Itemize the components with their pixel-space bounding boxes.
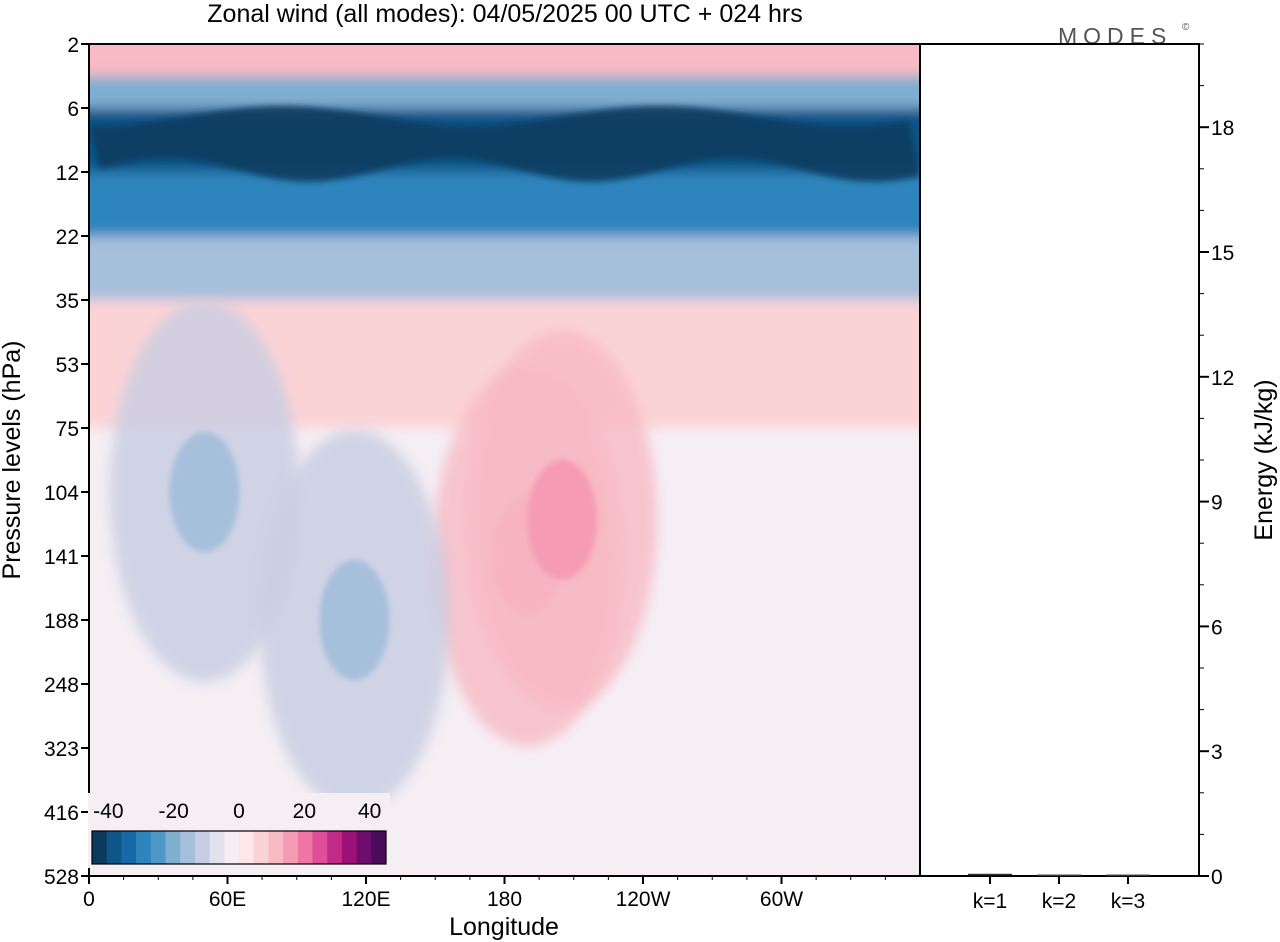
x-tick-label: 60W	[760, 888, 803, 911]
colorbar-swatch	[136, 831, 152, 864]
x-tick-label: 60E	[209, 888, 246, 911]
colorbar-swatch	[165, 831, 181, 864]
colorbar-tick-label: 20	[293, 800, 316, 823]
colorbar-tick-label: 0	[233, 800, 245, 823]
colorbar-swatch	[312, 831, 328, 864]
y-tick-label: 53	[56, 354, 79, 377]
y-axis-label: Pressure levels (hPa)	[0, 341, 26, 580]
colorbar-swatch	[150, 831, 166, 864]
energy-axis-label: Energy (kJ/kg)	[1250, 379, 1278, 540]
x-tick-label: 120E	[341, 888, 390, 911]
wind-anomaly-core	[169, 432, 240, 552]
colorbar-swatch	[121, 831, 137, 864]
mode-tick-label: k=3	[1111, 890, 1145, 913]
colorbar-tick-label: 40	[358, 800, 381, 823]
heatmap-band	[89, 236, 920, 300]
mode-tick-label: k=2	[1042, 890, 1076, 913]
brand-mark: ©	[1182, 22, 1190, 33]
y-tick-label: 141	[44, 546, 79, 569]
colorbar-swatch	[194, 831, 211, 864]
wind-anomaly-core	[527, 459, 598, 580]
energy-tick-label: 9	[1211, 492, 1223, 515]
wind-anomaly-core	[319, 560, 390, 680]
colorbar-swatch	[268, 831, 284, 864]
energy-bar	[1106, 874, 1150, 877]
colorbar-swatch	[106, 831, 122, 864]
y-tick-label: 188	[44, 610, 79, 633]
y-tick-label: 2	[67, 34, 79, 57]
colorbar-swatch	[209, 831, 225, 864]
longitude-axis: 0 60E 120E 180 120W 60W	[83, 876, 886, 911]
y-tick-label: 104	[44, 482, 79, 505]
y-tick-label: 12	[56, 162, 79, 185]
x-axis-label: Longitude	[449, 913, 559, 941]
colorbar-swatch	[297, 831, 313, 864]
heatmap-band	[89, 172, 920, 236]
colorbar-tick-label: -40	[93, 800, 123, 823]
energy-tick-label: 12	[1211, 367, 1234, 390]
heatmap-field	[89, 44, 920, 876]
energy-bar	[968, 873, 1012, 876]
y-tick-label: 528	[44, 866, 79, 889]
chart-title: Zonal wind (all modes): 04/05/2025 00 UT…	[207, 0, 802, 28]
colorbar-swatch	[239, 831, 255, 864]
colorbar-swatch	[180, 831, 196, 864]
mode-axis: k=1 k=2 k=3	[973, 876, 1145, 913]
colorbar: -40 -20 0 20 40	[88, 793, 390, 868]
jet-core	[89, 106, 920, 182]
y-tick-label: 323	[44, 738, 79, 761]
heatmap-band	[89, 76, 920, 108]
y-tick-label: 22	[56, 226, 79, 249]
mode-tick-label: k=1	[973, 890, 1007, 913]
colorbar-swatch	[92, 831, 108, 864]
energy-tick-label: 0	[1211, 866, 1223, 889]
energy-tick-label: 18	[1211, 117, 1234, 140]
energy-panel-frame	[919, 43, 1200, 877]
colorbar-swatch	[253, 831, 269, 864]
pressure-axis: 2 6 12 22 35 53 75 104 141 188 248 323 416 528	[44, 34, 89, 889]
x-tick-label: 120W	[616, 888, 671, 911]
energy-tick-label: 3	[1211, 741, 1223, 764]
y-tick-label: 75	[56, 418, 79, 441]
y-tick-label: 35	[56, 290, 79, 313]
x-tick-label: 0	[83, 888, 95, 911]
colorbar-tick-label: -20	[158, 800, 188, 823]
colorbar-swatch	[327, 831, 343, 864]
y-tick-label: 416	[44, 802, 79, 825]
y-tick-label: 248	[44, 674, 79, 697]
colorbar-swatch	[356, 831, 372, 864]
heatmap-band	[89, 44, 920, 76]
energy-bars	[968, 873, 1150, 877]
energy-tick-label: 6	[1211, 616, 1223, 639]
energy-tick-label: 15	[1211, 242, 1234, 265]
energy-bar	[1037, 874, 1081, 877]
energy-axis: 0 3 6 9 12 15 18	[1199, 43, 1234, 889]
colorbar-swatch	[371, 831, 387, 864]
colorbar-frame	[91, 830, 387, 865]
x-tick-label: 180	[487, 888, 522, 911]
colorbar-swatch	[224, 831, 240, 864]
colorbar-swatch	[341, 831, 358, 864]
colorbar-swatch	[283, 831, 299, 864]
y-tick-label: 6	[67, 98, 79, 121]
